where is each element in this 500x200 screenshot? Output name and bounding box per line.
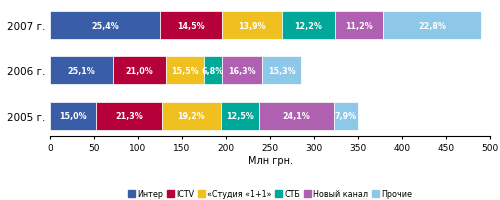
Text: 21,3%: 21,3% [115, 112, 143, 121]
Bar [334, 102, 358, 130]
Text: 16,3%: 16,3% [228, 67, 256, 75]
Text: 25,4%: 25,4% [91, 21, 118, 30]
Text: 24,1%: 24,1% [282, 112, 310, 121]
Text: 14,5%: 14,5% [177, 21, 204, 30]
Text: 15,0%: 15,0% [60, 112, 87, 121]
Text: 21,0%: 21,0% [126, 67, 153, 75]
X-axis label: Млн грн.: Млн грн. [248, 155, 292, 165]
Text: 25,1%: 25,1% [68, 67, 96, 75]
Bar [96, 102, 162, 130]
Text: 12,2%: 12,2% [294, 21, 322, 30]
Bar [222, 57, 262, 85]
Bar [160, 12, 222, 40]
Text: 15,5%: 15,5% [171, 67, 199, 75]
Bar [222, 12, 282, 40]
Bar [113, 57, 166, 85]
Bar [260, 102, 334, 130]
Text: 11,2%: 11,2% [345, 21, 372, 30]
Bar [162, 102, 221, 130]
Text: 7,9%: 7,9% [335, 112, 357, 121]
Bar [282, 12, 335, 40]
Bar [383, 12, 481, 40]
Bar [221, 102, 260, 130]
Bar [50, 102, 96, 130]
Text: 12,5%: 12,5% [226, 112, 254, 121]
Bar [334, 12, 383, 40]
Text: 22,8%: 22,8% [418, 21, 446, 30]
Bar [166, 57, 204, 85]
Bar [50, 12, 160, 40]
Legend: Интер, ICTV, «Студия «1+1», СТБ, Новый канал, Прочие: Интер, ICTV, «Студия «1+1», СТБ, Новый к… [128, 189, 412, 198]
Bar [50, 57, 113, 85]
Bar [204, 57, 222, 85]
Text: 15,3%: 15,3% [268, 67, 295, 75]
Text: 6,8%: 6,8% [202, 67, 224, 75]
Text: 19,2%: 19,2% [178, 112, 205, 121]
Text: 13,9%: 13,9% [238, 21, 266, 30]
Bar [262, 57, 301, 85]
